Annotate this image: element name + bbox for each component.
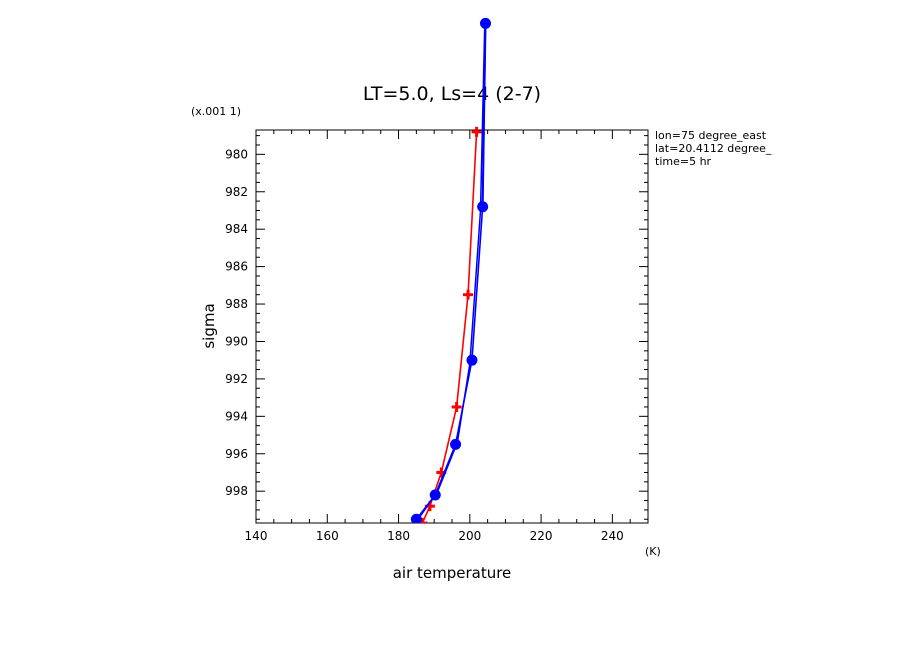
info-lat: lat=20.4112 degree_ xyxy=(655,142,772,155)
y-tick-label: 988 xyxy=(225,297,248,311)
y-tick-label: 994 xyxy=(225,409,248,423)
plot-frame xyxy=(255,129,649,524)
info-time: time=5 hr xyxy=(655,155,712,168)
y-axis-title: sigma xyxy=(200,303,218,348)
y-tick-label: 992 xyxy=(225,372,248,386)
series-line-0 xyxy=(421,131,478,523)
x-tick-label: 200 xyxy=(458,529,481,543)
series-line-extension xyxy=(481,23,487,207)
y-tick-label: 986 xyxy=(225,260,248,274)
data-point-circle xyxy=(410,513,422,523)
x-tick-label: 240 xyxy=(601,529,624,543)
y-scale-note: (x.001 1) xyxy=(191,105,241,118)
x-tick-label: 180 xyxy=(387,529,410,543)
x-tick-label: 220 xyxy=(530,529,553,543)
y-tick-label: 990 xyxy=(225,334,248,348)
chart-title: LT=5.0, Ls=4 (2-7) xyxy=(363,83,541,105)
series-line-2 xyxy=(417,23,486,520)
y-tick-label: 980 xyxy=(225,147,248,161)
x-axis-title: air temperature xyxy=(393,564,512,582)
data-point-plus xyxy=(471,126,482,137)
data-point-circle xyxy=(450,438,462,450)
info-lon: lon=75 degree_east xyxy=(655,129,767,142)
x-axis-unit: (K) xyxy=(645,545,661,558)
y-tick-label: 998 xyxy=(225,484,248,498)
x-tick-label: 160 xyxy=(316,529,339,543)
data-point-plus xyxy=(451,401,462,412)
x-tick-label: 140 xyxy=(245,529,268,543)
y-tick-label: 984 xyxy=(225,222,248,236)
y-tick-label: 982 xyxy=(225,185,248,199)
data-point-circle xyxy=(466,354,478,366)
data-point-plus xyxy=(417,518,428,523)
data-point-plus xyxy=(463,289,474,300)
y-tick-label: 996 xyxy=(225,447,248,461)
